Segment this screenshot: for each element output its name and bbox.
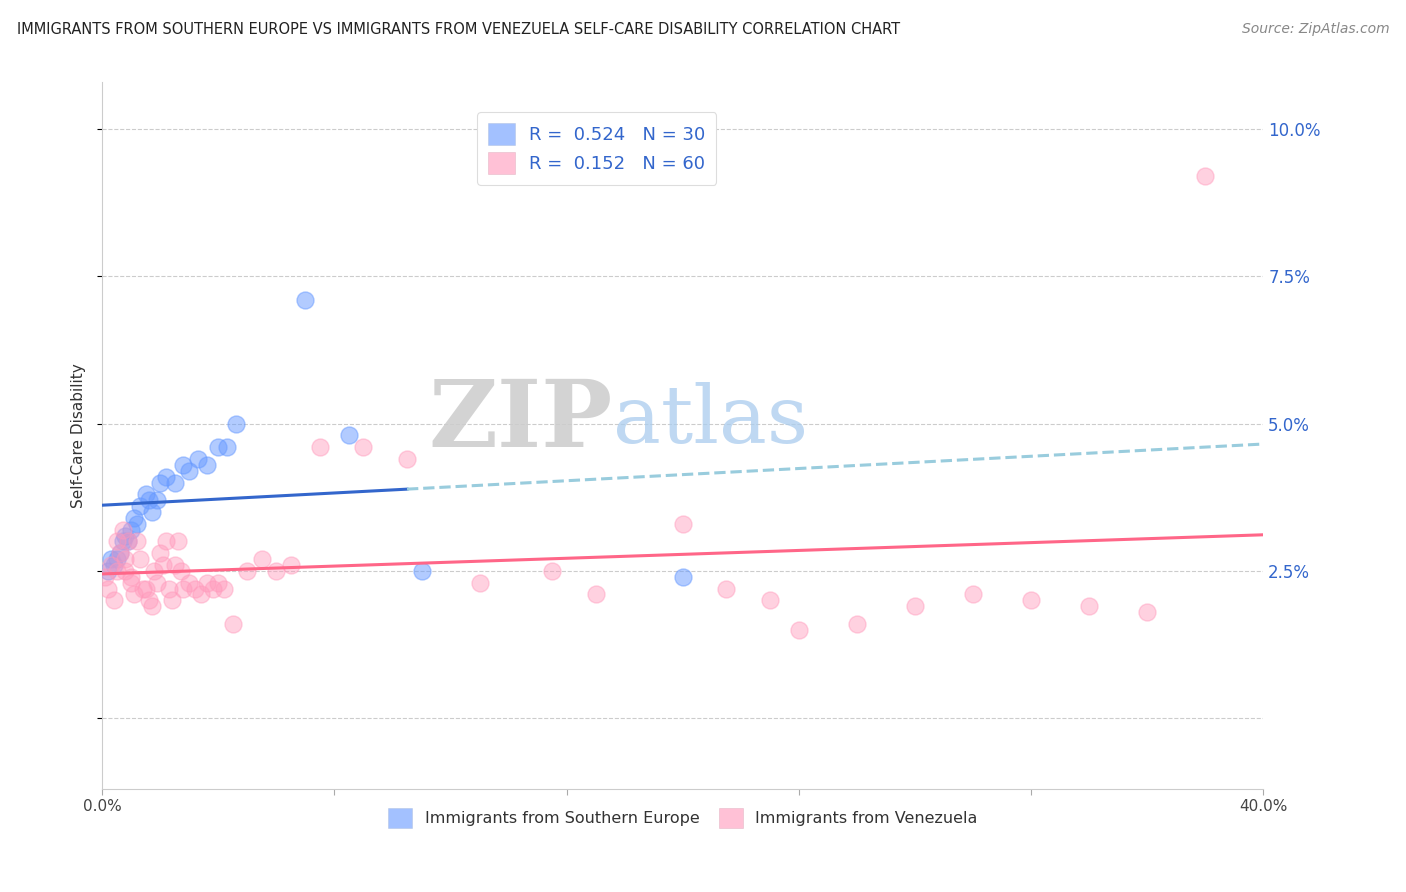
- Text: IMMIGRANTS FROM SOUTHERN EUROPE VS IMMIGRANTS FROM VENEZUELA SELF-CARE DISABILIT: IMMIGRANTS FROM SOUTHERN EUROPE VS IMMIG…: [17, 22, 900, 37]
- Point: [280, 558, 302, 572]
- Point: [225, 417, 247, 431]
- Point: [111, 523, 134, 537]
- Point: [190, 587, 212, 601]
- Point: [585, 587, 607, 601]
- Point: [169, 564, 191, 578]
- Point: [179, 575, 201, 590]
- Point: [541, 564, 564, 578]
- Point: [117, 534, 139, 549]
- Point: [141, 505, 163, 519]
- Point: [163, 475, 186, 490]
- Point: [468, 575, 491, 590]
- Point: [1194, 169, 1216, 183]
- Point: [100, 552, 122, 566]
- Point: [155, 534, 177, 549]
- Point: [411, 564, 433, 578]
- Text: Source: ZipAtlas.com: Source: ZipAtlas.com: [1241, 22, 1389, 37]
- Point: [1136, 605, 1159, 619]
- Point: [337, 428, 360, 442]
- Point: [195, 458, 218, 472]
- Point: [120, 523, 142, 537]
- Point: [672, 570, 695, 584]
- Point: [184, 582, 207, 596]
- Point: [166, 534, 188, 549]
- Point: [143, 564, 166, 578]
- Point: [105, 534, 128, 549]
- Point: [138, 593, 160, 607]
- Point: [672, 516, 695, 531]
- Point: [195, 575, 218, 590]
- Point: [122, 587, 145, 601]
- Point: [201, 582, 224, 596]
- Point: [152, 558, 174, 572]
- Point: [146, 493, 169, 508]
- Point: [108, 546, 131, 560]
- Point: [125, 534, 148, 549]
- Point: [845, 616, 868, 631]
- Point: [114, 564, 136, 578]
- Point: [97, 582, 120, 596]
- Point: [120, 570, 142, 584]
- Point: [103, 593, 125, 607]
- Point: [236, 564, 259, 578]
- Point: [266, 564, 288, 578]
- Legend: Immigrants from Southern Europe, Immigrants from Venezuela: Immigrants from Southern Europe, Immigra…: [381, 802, 984, 834]
- Point: [149, 546, 172, 560]
- Point: [111, 534, 134, 549]
- Point: [787, 623, 810, 637]
- Point: [94, 570, 117, 584]
- Point: [105, 564, 128, 578]
- Point: [1078, 599, 1101, 614]
- Point: [146, 575, 169, 590]
- Point: [353, 440, 375, 454]
- Point: [122, 511, 145, 525]
- Text: atlas: atlas: [613, 383, 808, 460]
- Point: [187, 452, 209, 467]
- Point: [138, 493, 160, 508]
- Point: [215, 440, 238, 454]
- Point: [1019, 593, 1042, 607]
- Point: [222, 616, 245, 631]
- Point: [108, 546, 131, 560]
- Point: [904, 599, 927, 614]
- Point: [103, 558, 125, 572]
- Point: [155, 469, 177, 483]
- Point: [132, 582, 155, 596]
- Point: [97, 564, 120, 578]
- Point: [135, 582, 157, 596]
- Point: [207, 440, 229, 454]
- Point: [179, 464, 201, 478]
- Point: [173, 582, 195, 596]
- Point: [129, 499, 152, 513]
- Point: [160, 593, 183, 607]
- Point: [294, 293, 316, 307]
- Point: [395, 452, 418, 467]
- Point: [309, 440, 332, 454]
- Point: [163, 558, 186, 572]
- Point: [250, 552, 273, 566]
- Point: [129, 552, 152, 566]
- Point: [157, 582, 180, 596]
- Point: [141, 599, 163, 614]
- Point: [149, 475, 172, 490]
- Text: ZIP: ZIP: [429, 376, 613, 467]
- Point: [173, 458, 195, 472]
- Point: [207, 575, 229, 590]
- Point: [117, 534, 139, 549]
- Point: [716, 582, 738, 596]
- Y-axis label: Self-Care Disability: Self-Care Disability: [72, 363, 86, 508]
- Point: [114, 528, 136, 542]
- Point: [125, 516, 148, 531]
- Point: [212, 582, 235, 596]
- Point: [120, 575, 142, 590]
- Point: [759, 593, 782, 607]
- Point: [962, 587, 984, 601]
- Point: [135, 487, 157, 501]
- Point: [114, 552, 136, 566]
- Point: [105, 552, 128, 566]
- Point: [100, 558, 122, 572]
